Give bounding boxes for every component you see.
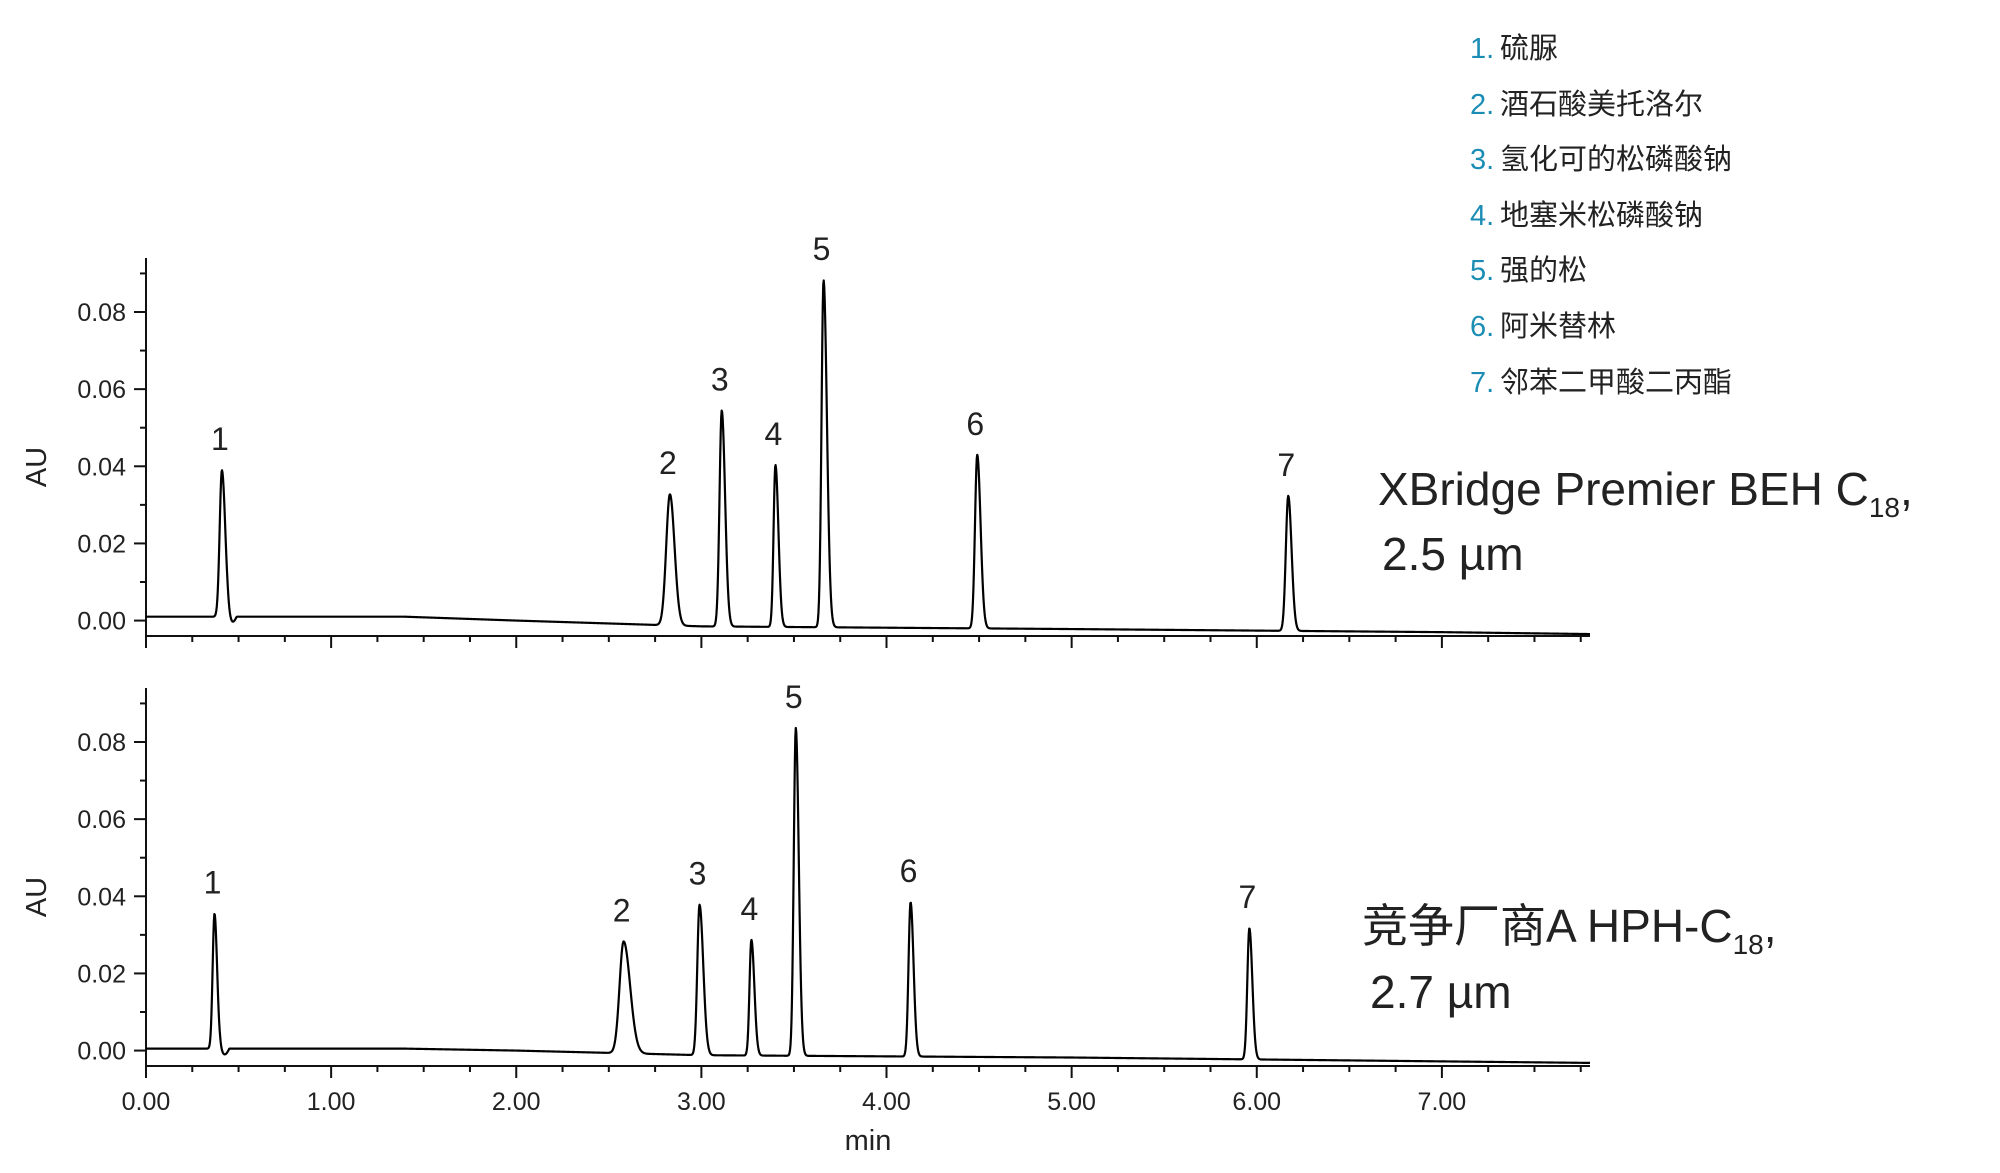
top-column-particle-size: 2.5 µm (1382, 528, 1524, 580)
legend-item: 7. 邻苯二甲酸二丙酯 (1470, 366, 1732, 399)
legend-item-number: 3. (1470, 144, 1494, 176)
peak-label: 4 (765, 416, 783, 452)
peak-label: 6 (900, 853, 918, 889)
y-tick-label: 0.00 (77, 1038, 126, 1066)
bottom-column-particle-size: 2.7 µm (1370, 966, 1512, 1018)
legend-item: 4. 地塞米松磷酸钠 (1470, 199, 1703, 232)
top-column-label-subscript: 18 (1869, 492, 1900, 523)
x-tick-label: 7.00 (1418, 1088, 1467, 1116)
y-axis-title: AU (21, 877, 53, 917)
y-tick-label: 0.02 (77, 530, 126, 558)
x-tick-label: 3.00 (677, 1088, 726, 1116)
legend-item-number: 1. (1470, 33, 1494, 65)
bottom-panel: 0.00 0.02 0.04 0.06 0.08 AU 0.00 1.00 2.00 3.00 4.… (21, 679, 1591, 1157)
bottom-column-label-subscript: 18 (1733, 929, 1764, 960)
y-tick-label: 0.04 (77, 453, 126, 481)
peak-label: 3 (689, 856, 707, 892)
bottom-column-label: 竞争厂商A HPH-C18, (1362, 900, 1777, 960)
legend-item-name: 酒石酸美托洛尔 (1500, 88, 1703, 121)
peak-label: 7 (1277, 447, 1295, 483)
legend: 1. 硫脲 2. 酒石酸美托洛尔 3. 氢化可的松磷酸钠 4. 地塞米松磷酸钠 … (1470, 32, 1732, 399)
peak-label: 5 (813, 231, 831, 267)
legend-item-name: 氢化可的松磷酸钠 (1500, 143, 1732, 176)
x-tick-label: 4.00 (862, 1088, 911, 1116)
legend-item-number: 2. (1470, 89, 1494, 121)
peak-label: 3 (711, 362, 729, 398)
legend-item-number: 4. (1470, 200, 1494, 232)
y-tick-label: 0.06 (77, 376, 126, 404)
y-tick-label: 0.08 (77, 299, 126, 327)
chromatogram-trace (145, 726, 1591, 1065)
top-column-label-comma: , (1900, 463, 1913, 515)
legend-item: 3. 氢化可的松磷酸钠 (1470, 143, 1732, 176)
legend-item-number: 5. (1470, 255, 1494, 287)
legend-item: 1. 硫脲 (1470, 32, 1558, 65)
legend-item-name: 阿米替林 (1500, 310, 1616, 343)
peak-label: 1 (211, 421, 229, 457)
peak-label: 5 (785, 679, 803, 715)
y-tick-label: 0.08 (77, 729, 126, 757)
x-tick-label: 5.00 (1047, 1088, 1096, 1116)
chromatogram-trace (145, 279, 1591, 636)
legend-item-name: 邻苯二甲酸二丙酯 (1500, 366, 1732, 399)
peak-label: 7 (1238, 879, 1256, 915)
y-tick-label: 0.06 (77, 806, 126, 834)
legend-item-name: 强的松 (1500, 254, 1587, 287)
peak-label: 2 (659, 445, 677, 481)
legend-item-number: 7. (1470, 367, 1494, 399)
x-tick-label: 0.00 (122, 1088, 171, 1116)
legend-item: 2. 酒石酸美托洛尔 (1470, 88, 1703, 121)
x-tick-label: 6.00 (1232, 1088, 1281, 1116)
top-column-label-main: XBridge Premier BEH C (1378, 463, 1869, 515)
top-panel: 0.00 0.02 0.04 0.06 0.08 AU 1 2 34 5 6 7 (21, 231, 1591, 648)
y-tick-label: 0.04 (77, 883, 126, 911)
x-tick-label: 2.00 (492, 1088, 541, 1116)
legend-item-number: 6. (1470, 311, 1494, 343)
peak-label: 1 (204, 865, 222, 901)
x-axis-title: min (845, 1125, 892, 1157)
legend-item-name: 地塞米松磷酸钠 (1500, 199, 1703, 232)
y-tick-label: 0.00 (77, 608, 126, 636)
bottom-column-label-comma: , (1764, 900, 1777, 952)
peak-label: 6 (966, 406, 984, 442)
legend-item: 6. 阿米替林 (1470, 310, 1616, 343)
legend-item-name: 硫脲 (1500, 32, 1558, 65)
legend-item: 5. 强的松 (1470, 254, 1587, 287)
y-axis-title: AU (21, 447, 53, 487)
y-tick-label: 0.02 (77, 960, 126, 988)
bottom-column-label-main: 竞争厂商A HPH-C (1362, 900, 1733, 952)
top-column-label: XBridge Premier BEH C18, (1378, 463, 1913, 523)
x-tick-label: 1.00 (307, 1088, 356, 1116)
peak-label: 2 (613, 892, 631, 928)
peak-label: 4 (740, 891, 758, 927)
